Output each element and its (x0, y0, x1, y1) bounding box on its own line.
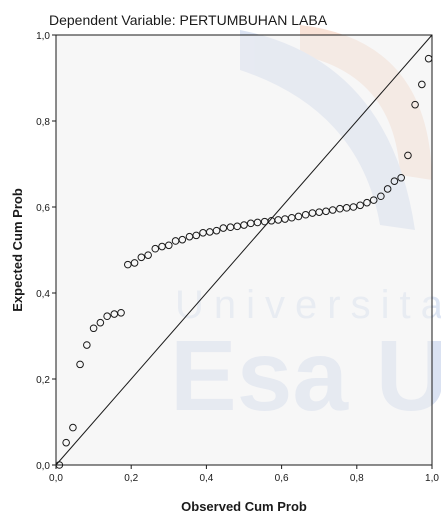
x-tick-label: 0,4 (199, 473, 213, 484)
data-point (294, 212, 303, 221)
x-tick-label: 0,2 (124, 473, 138, 484)
y-axis-ticks: 0,0 0,2 0,4 0,6 0,8 1,0 (36, 31, 56, 472)
x-tick-label: 1,0 (425, 473, 439, 484)
x-axis-ticks: 0,0 0,2 0,4 0,6 0,8 1,0 (49, 465, 439, 484)
data-point (349, 203, 358, 211)
data-point (363, 198, 371, 207)
y-tick-label: 0,6 (36, 203, 50, 214)
data-point (240, 221, 248, 229)
data-point (219, 224, 228, 232)
data-point (390, 177, 399, 185)
x-axis-label: Observed Cum Prob (181, 499, 307, 514)
data-point (117, 308, 125, 317)
y-tick-label: 0,4 (36, 289, 50, 300)
data-point (253, 218, 262, 227)
data-point (377, 192, 385, 201)
data-point (96, 318, 105, 327)
data-point (212, 226, 221, 235)
y-axis-label: Expected Cum Prob (10, 188, 25, 312)
data-point (424, 54, 433, 63)
data-point (418, 80, 426, 89)
data-point (151, 244, 160, 253)
data-point (62, 438, 70, 447)
data-point (178, 235, 187, 244)
data-point (369, 196, 378, 204)
data-point (383, 185, 392, 193)
data-point (404, 151, 412, 160)
y-tick-label: 0,8 (36, 117, 50, 128)
y-tick-label: 0,2 (36, 375, 50, 386)
data-point (89, 324, 98, 333)
data-point (192, 231, 201, 240)
data-point (55, 461, 64, 469)
data-point (83, 341, 91, 349)
data-point (69, 423, 77, 432)
y-tick-label: 1,0 (36, 31, 50, 42)
data-point (144, 251, 152, 259)
data-point (76, 360, 84, 369)
data-point (397, 173, 405, 182)
x-tick-label: 0,0 (49, 473, 63, 484)
data-point (356, 201, 364, 210)
data-point (301, 210, 310, 219)
x-tick-label: 0,6 (275, 473, 289, 484)
chart-title: Dependent Variable: PERTUMBUHAN LABA (49, 12, 328, 28)
data-points (55, 54, 433, 469)
data-point (103, 312, 111, 321)
reference-line (55, 34, 433, 466)
y-tick-label: 0,0 (36, 461, 50, 472)
x-tick-label: 0,8 (350, 473, 364, 484)
data-point (328, 206, 337, 214)
data-point (411, 100, 419, 109)
data-point (130, 259, 139, 267)
data-point (124, 260, 132, 269)
data-point (137, 253, 146, 262)
data-point (165, 241, 173, 250)
